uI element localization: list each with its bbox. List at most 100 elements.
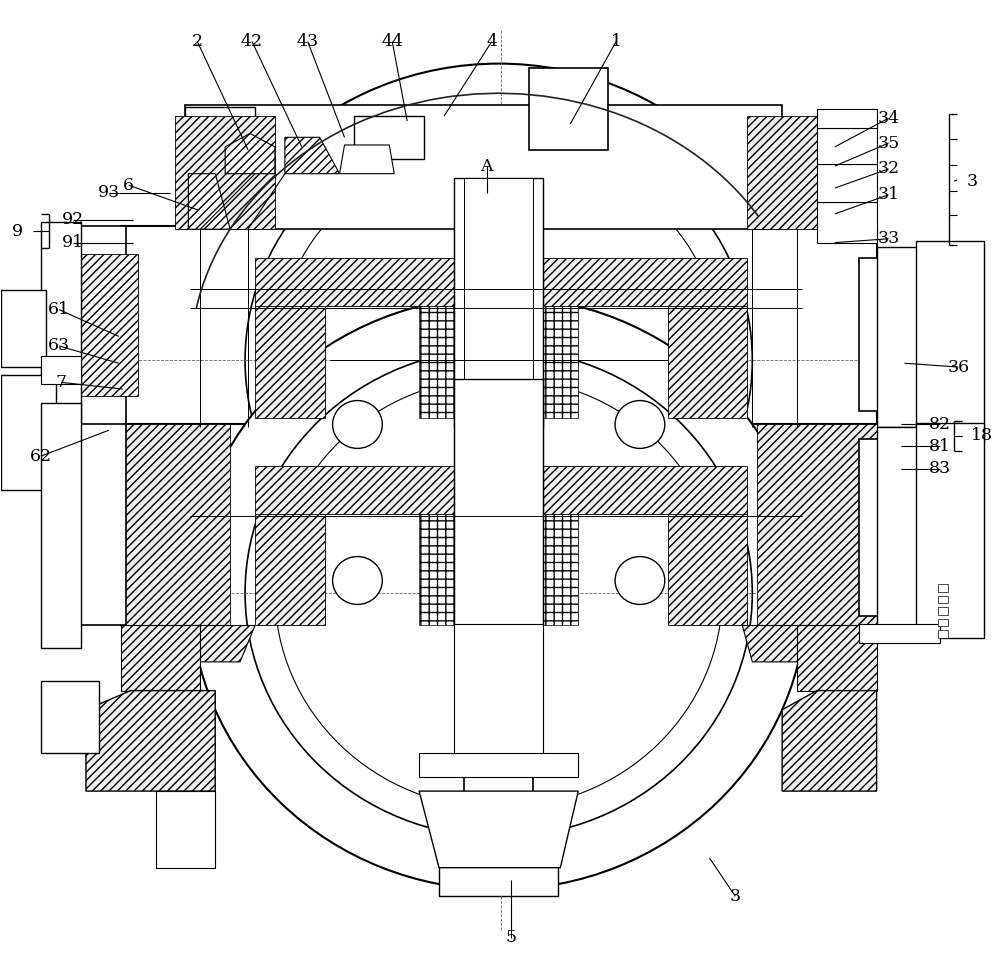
Bar [938,596,948,604]
Bar [454,179,543,427]
Bar [121,424,230,626]
Bar [747,116,857,229]
Bar [419,753,578,777]
Bar [1,374,56,490]
Bar [859,439,940,616]
Text: 31: 31 [878,186,900,204]
Bar [255,513,325,626]
Bar [859,624,940,643]
Bar [817,164,877,203]
Text: 9: 9 [12,223,23,240]
Bar [419,305,578,418]
Polygon shape [188,174,230,229]
Bar [916,241,984,442]
Bar [529,68,608,150]
Bar [668,305,747,418]
Polygon shape [782,690,877,791]
Bar [859,258,940,411]
Text: 35: 35 [877,134,900,152]
Bar [41,222,81,461]
Polygon shape [225,133,275,174]
Bar [76,254,138,396]
Polygon shape [742,626,807,661]
Text: 32: 32 [877,160,900,178]
Text: 4: 4 [486,33,497,50]
Bar [454,624,543,757]
Text: 5: 5 [505,929,516,946]
Bar [817,108,877,128]
Bar [817,128,877,164]
Bar [419,513,578,626]
Bar [41,403,81,647]
Circle shape [190,63,807,657]
Bar [255,466,747,514]
Text: 44: 44 [381,33,403,50]
Text: 83: 83 [929,460,951,477]
Text: 18: 18 [971,427,993,444]
Text: 82: 82 [929,416,951,433]
Circle shape [333,557,382,605]
Bar [938,619,948,627]
Bar [185,105,782,229]
Polygon shape [185,626,255,661]
Circle shape [615,400,665,448]
Bar [41,355,81,384]
Bar [354,116,424,159]
Circle shape [615,557,665,605]
Text: 93: 93 [98,184,120,202]
Circle shape [333,400,382,448]
Text: 33: 33 [877,230,900,248]
Text: 1: 1 [611,33,622,50]
Text: 63: 63 [48,338,70,354]
Bar [757,424,877,626]
Bar [464,738,533,880]
Text: 62: 62 [30,447,52,465]
Bar [255,305,325,418]
Polygon shape [340,145,394,174]
Bar [1,291,46,367]
Bar [817,203,877,243]
Polygon shape [285,137,340,174]
Bar [175,116,275,229]
Bar [121,424,877,626]
Bar [938,631,948,638]
Text: 3: 3 [730,888,741,905]
Text: 3: 3 [966,173,977,190]
Bar [185,107,255,174]
Bar [41,681,99,753]
Circle shape [245,348,752,837]
Circle shape [245,116,752,605]
Bar [61,424,126,626]
Polygon shape [419,791,578,868]
Polygon shape [156,791,215,868]
Text: 91: 91 [62,234,84,252]
Bar [255,258,747,306]
Text: 81: 81 [929,438,951,455]
Polygon shape [86,690,215,791]
Text: 34: 34 [878,109,900,127]
Bar [464,179,533,427]
Circle shape [275,145,722,576]
Bar [877,427,976,629]
Text: 36: 36 [947,358,969,375]
Bar [938,585,948,592]
Bar [877,248,976,427]
Bar [454,378,543,626]
Text: 42: 42 [241,33,263,50]
Text: 6: 6 [123,177,134,194]
Bar [61,227,126,427]
Text: 2: 2 [192,33,203,50]
Bar [938,608,948,615]
Bar [668,513,747,626]
Polygon shape [797,626,877,690]
Text: 43: 43 [297,33,319,50]
Circle shape [275,377,722,808]
Text: 61: 61 [48,301,70,318]
Text: A: A [481,157,493,175]
Polygon shape [121,626,200,690]
Text: 92: 92 [62,211,84,228]
Bar [439,863,558,897]
Circle shape [190,297,807,890]
Bar [916,422,984,638]
Text: 7: 7 [56,373,67,391]
